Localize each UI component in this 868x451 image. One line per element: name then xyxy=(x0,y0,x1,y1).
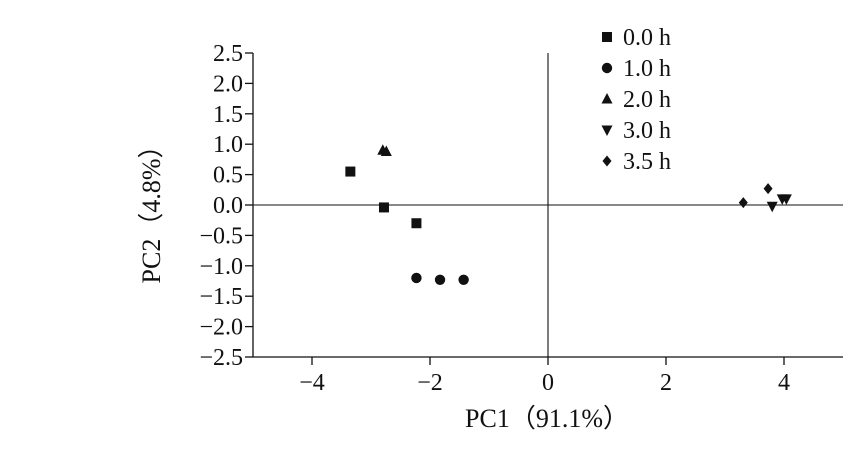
data-point-square xyxy=(378,202,389,213)
data-point-circle xyxy=(434,274,446,285)
x-tick-label: 2 xyxy=(660,370,672,396)
data-point-triangle-up xyxy=(380,145,392,156)
data-point-circle xyxy=(411,272,422,284)
data-point-square xyxy=(411,218,422,229)
y-tick-label: −1.5 xyxy=(199,284,243,310)
x-tick-label: −2 xyxy=(417,370,443,396)
legend-label: 1.0 h xyxy=(623,56,671,82)
legend-label: 0.0 h xyxy=(623,25,671,51)
y-tick-label: −2.5 xyxy=(199,345,243,371)
y-tick-label: 2.0 xyxy=(213,71,243,97)
ticks-group: 2.5 2.0 1.5 1.0 0.5 0.0 −0.5 −1.0 −1.5 −2.0 −2.5 −4… xyxy=(199,41,790,396)
legend-label: 3.5 h xyxy=(623,149,671,175)
axes-group xyxy=(252,53,843,358)
y-tick-label: −1.0 xyxy=(199,254,243,280)
legend-label: 2.0 h xyxy=(623,87,671,113)
data-point-triangle-down xyxy=(766,201,778,213)
y-tick-label: −0.5 xyxy=(199,223,243,249)
legend-marker-circle xyxy=(601,62,613,74)
x-tick-label: 0 xyxy=(542,370,554,396)
data-point-square xyxy=(345,166,356,177)
legend: 0.0 h 1.0 h 2.0 h 3.0 h 3.5 h xyxy=(601,25,671,175)
legend-marker-diamond xyxy=(602,155,612,167)
data-point-diamond xyxy=(763,183,773,195)
y-tick-label: 0.0 xyxy=(213,193,243,219)
y-axis-title: PC2（4.8%） xyxy=(137,133,166,284)
legend-marker-triangle-up xyxy=(601,93,613,104)
x-tick-label: 4 xyxy=(778,370,790,396)
legend-label: 3.0 h xyxy=(623,118,671,144)
y-tick-label: 1.5 xyxy=(213,102,243,128)
points-group xyxy=(345,144,792,285)
y-tick-label: 1.0 xyxy=(213,132,243,158)
x-tick-label: −4 xyxy=(299,370,325,396)
legend-marker-square xyxy=(602,32,612,42)
legend-marker-triangle-down xyxy=(601,125,613,136)
data-point-circle xyxy=(458,274,469,285)
y-tick-label: 2.5 xyxy=(213,41,243,67)
x-axis-title: PC1（91.1%） xyxy=(465,404,629,433)
data-point-triangle-down xyxy=(780,194,792,205)
y-tick-label: 0.5 xyxy=(213,163,243,189)
data-point-diamond xyxy=(738,197,748,209)
y-tick-label: −2.0 xyxy=(199,315,243,341)
